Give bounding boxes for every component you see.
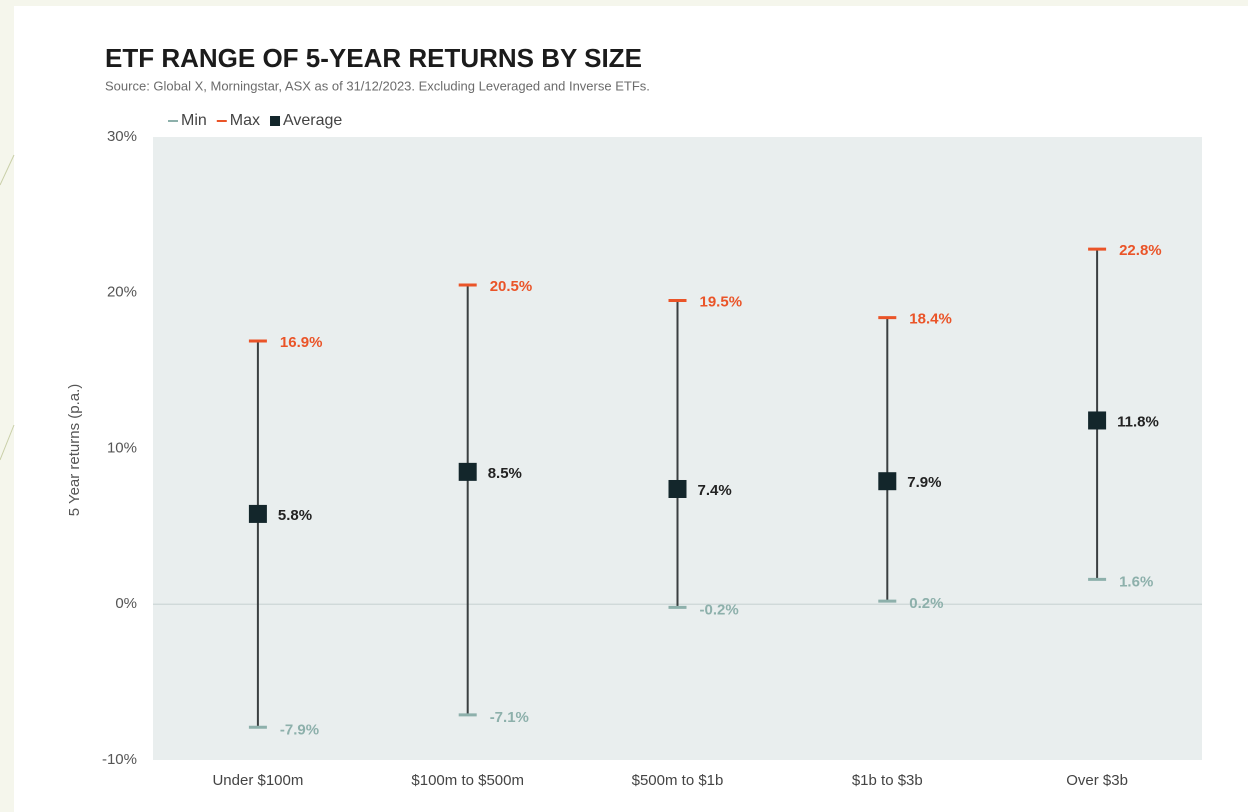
y-axis-label: 5 Year returns (p.a.) (66, 384, 83, 517)
average-label: 8.5% (488, 465, 522, 482)
chart-subtitle: Source: Global X, Morningstar, ASX as of… (105, 78, 650, 93)
average-label: 5.8% (278, 507, 312, 524)
max-label: 16.9% (280, 334, 323, 351)
max-label: 22.8% (1119, 242, 1162, 259)
max-label: 18.4% (909, 311, 952, 328)
max-label: 19.5% (700, 294, 743, 311)
chart-title: ETF RANGE OF 5-YEAR RETURNS BY SIZE (105, 43, 642, 73)
average-marker (458, 462, 477, 481)
average-marker (1088, 411, 1107, 430)
y-tick-label: 10% (107, 439, 137, 456)
x-tick-label: $1b to $3b (852, 772, 923, 789)
x-tick-label: $500m to $1b (632, 772, 724, 789)
x-tick-label: Under $100m (212, 772, 303, 789)
min-label: -7.1% (490, 709, 529, 726)
decoration (0, 424, 15, 461)
legend-label: Average (283, 112, 342, 129)
average-marker (668, 479, 687, 498)
max-label: 20.5% (490, 278, 533, 295)
min-label: -0.2% (700, 601, 739, 618)
y-tick-label: -10% (102, 751, 137, 768)
average-label: 11.8% (1117, 413, 1159, 430)
x-tick-label: $100m to $500m (411, 772, 524, 789)
average-label: 7.9% (907, 474, 941, 491)
min-label: 0.2% (909, 595, 943, 612)
min-label: -7.9% (280, 721, 319, 738)
min-label: 1.6% (1119, 573, 1153, 590)
x-tick-label: Over $3b (1066, 772, 1128, 789)
y-tick-label: 20% (107, 284, 137, 301)
average-marker (248, 504, 267, 523)
average-marker (878, 472, 897, 491)
legend-label: Min (181, 112, 207, 129)
y-tick-label: 0% (115, 595, 137, 612)
legend-swatch (270, 116, 281, 126)
legend-label: Max (230, 112, 260, 129)
average-label: 7.4% (698, 482, 732, 499)
y-tick-label: 30% (107, 128, 137, 145)
decoration (0, 154, 15, 186)
